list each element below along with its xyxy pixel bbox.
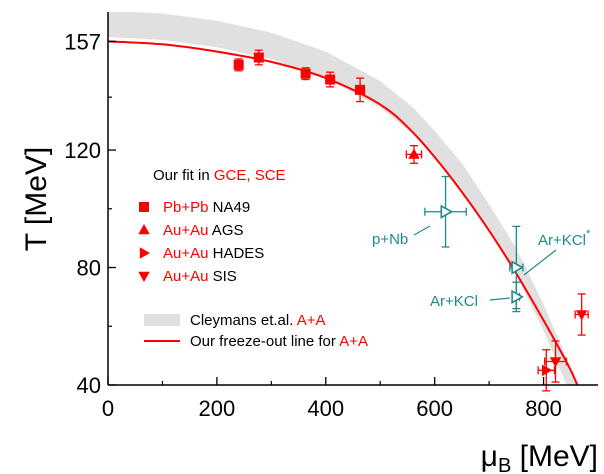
y-tick-label: 80 [77, 256, 101, 281]
freeze-out-line-layer [108, 40, 579, 385]
annotation-superscript: * [586, 228, 591, 240]
data-point [355, 84, 366, 95]
series-au-au-hades [537, 349, 556, 392]
legend-label: Au+Au SIS [163, 268, 237, 285]
cleymans-band-layer [108, 12, 577, 385]
annotation-ar-kcl: Ar+KCl [430, 293, 478, 310]
x-axis-label-symbol: μ [481, 440, 498, 473]
legend-label: Au+Au AGS [163, 222, 244, 239]
data-point [511, 260, 524, 275]
legend-label-experiment: AGS [208, 222, 243, 239]
annotation-ar-kcl-star: Ar+KCl* [538, 228, 591, 249]
series-au-au-ags [405, 144, 423, 164]
y-tick-label: 40 [77, 373, 101, 398]
annotation-text: Ar+KCl [430, 293, 478, 310]
legend-label-experiment: NA49 [208, 199, 250, 216]
annotations: p+Nb Ar+KCl*Ar+KCl [372, 225, 591, 310]
legend-marker [138, 224, 150, 235]
legend-label-experiment: HADES [208, 245, 264, 262]
data-point [300, 68, 311, 79]
x-axis-label-subscript: B [498, 455, 511, 474]
freeze-out-line [108, 40, 579, 385]
annotation-text: p+Nb [372, 231, 408, 248]
data-point [511, 289, 524, 304]
series-ar-kcl [511, 281, 524, 313]
x-tick-label: 0 [102, 396, 114, 421]
data-point [542, 364, 553, 377]
data-points-layer [233, 49, 589, 392]
y-tick-label: 157 [64, 29, 101, 54]
x-tick-label: 600 [416, 396, 453, 421]
x-axis-label-unit: [MeV] [511, 440, 598, 473]
legend-label-system: Au+Au [163, 245, 208, 262]
series-au-au-sis [543, 293, 589, 383]
annotation-text: Ar+KCl [538, 232, 586, 249]
x-tick-label: 200 [199, 396, 236, 421]
y-tick-label: 120 [64, 138, 101, 163]
legend-label: Our freeze-out line for A+A [190, 333, 368, 350]
data-point [253, 52, 264, 63]
y-axis-label: T [MeV] [20, 147, 53, 251]
legend-label: Pb+Pb NA49 [163, 199, 250, 216]
legend-label-highlight: A+A [297, 312, 326, 329]
annotation-pointer [523, 249, 557, 276]
data-point [233, 59, 244, 70]
series-p-nb [424, 175, 467, 248]
annotation-pointer [489, 297, 511, 301]
error-bar [574, 293, 589, 336]
legend-label-text: Cleymans et.al. [190, 312, 297, 329]
legend-label-system: Pb+Pb [163, 199, 208, 216]
legend-title-highlight: GCE, SCE [214, 167, 286, 184]
data-point [549, 357, 562, 368]
legend-label: Au+Au HADES [163, 245, 264, 262]
annotation-p-nb: p+Nb [372, 231, 408, 248]
cleymans-band [108, 12, 577, 385]
annotation-pointer [413, 225, 431, 236]
legend-label-system: Au+Au [163, 222, 208, 239]
legend-label-experiment: SIS [208, 268, 236, 285]
series-pb-pb-na49 [233, 49, 366, 103]
x-axis-label: μB [MeV] [481, 440, 598, 474]
x-tick-label: 400 [307, 396, 344, 421]
legend-marker [139, 202, 149, 212]
legend-label-text: Our freeze-out line for [190, 333, 339, 350]
data-point [325, 74, 336, 85]
legend-marker [138, 271, 150, 282]
x-tick-label: 800 [525, 396, 562, 421]
legend-title-text: Our fit in [153, 167, 214, 184]
legend-label-system: Au+Au [163, 268, 208, 285]
legend-title: Our fit in GCE, SCE [153, 167, 286, 184]
legend-band-swatch [144, 314, 180, 326]
legend-label: Cleymans et.al. A+A [190, 312, 326, 329]
legend-label-highlight: A+A [339, 333, 368, 350]
legend-marker [139, 247, 150, 259]
data-point [575, 310, 588, 321]
data-point [408, 148, 420, 159]
data-point [440, 204, 454, 219]
axes: 0 200 400 600 800 40 80 120 157 T [MeV] μB [MeV] [20, 12, 598, 474]
